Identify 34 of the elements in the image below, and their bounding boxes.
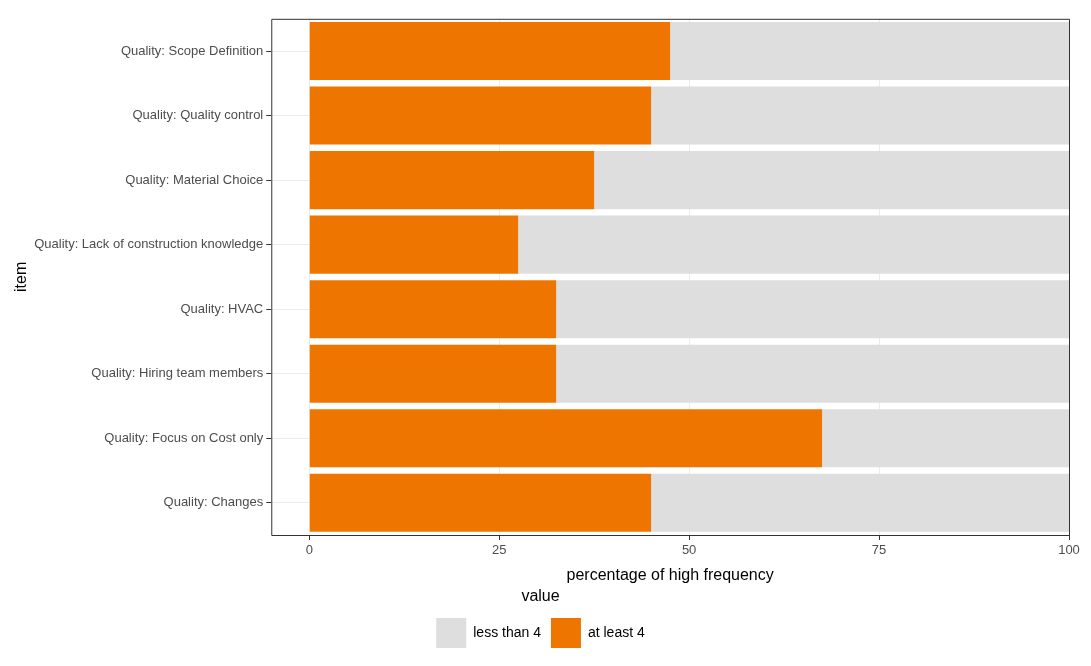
x-tick-label: 25 — [491, 542, 507, 558]
bar — [309, 473, 652, 532]
bar — [822, 409, 1069, 468]
bar — [309, 22, 671, 81]
bar — [594, 151, 1069, 210]
x-tick-label: 50 — [681, 542, 697, 558]
bar — [651, 473, 1069, 532]
bar — [651, 86, 1069, 145]
bar — [556, 280, 1069, 339]
bar — [518, 215, 1069, 274]
y-tick-label: Quality: Material Choice — [125, 171, 264, 187]
y-tick-label: Quality: Lack of construction knowledge — [34, 236, 264, 252]
bar — [309, 86, 652, 145]
y-tick-label: Quality: Focus on Cost only — [104, 429, 264, 445]
y-tick-label: Quality: Changes — [163, 494, 264, 510]
y-axis-title: item — [12, 261, 30, 293]
x-tick-label: 100 — [1058, 542, 1080, 558]
x-tick-label: 0 — [305, 542, 313, 558]
legend-title: value — [521, 587, 560, 605]
legend-label: at least 4 — [587, 623, 645, 640]
y-tick-label: Quality: Quality control — [132, 107, 264, 123]
bar — [556, 344, 1069, 403]
bar — [309, 215, 519, 274]
bar — [309, 280, 557, 339]
bar — [309, 344, 557, 403]
y-tick-label: Quality: Scope Definition — [120, 42, 264, 58]
legend-label: less than 4 — [473, 623, 542, 640]
x-tick-label: 75 — [871, 542, 887, 558]
bar — [309, 409, 823, 468]
bar — [670, 22, 1069, 81]
x-axis-title: percentage of high frequency — [566, 565, 774, 583]
bar — [309, 151, 595, 210]
y-tick-label: Quality: Hiring team members — [91, 365, 264, 381]
y-tick-label: Quality: HVAC — [180, 300, 264, 316]
